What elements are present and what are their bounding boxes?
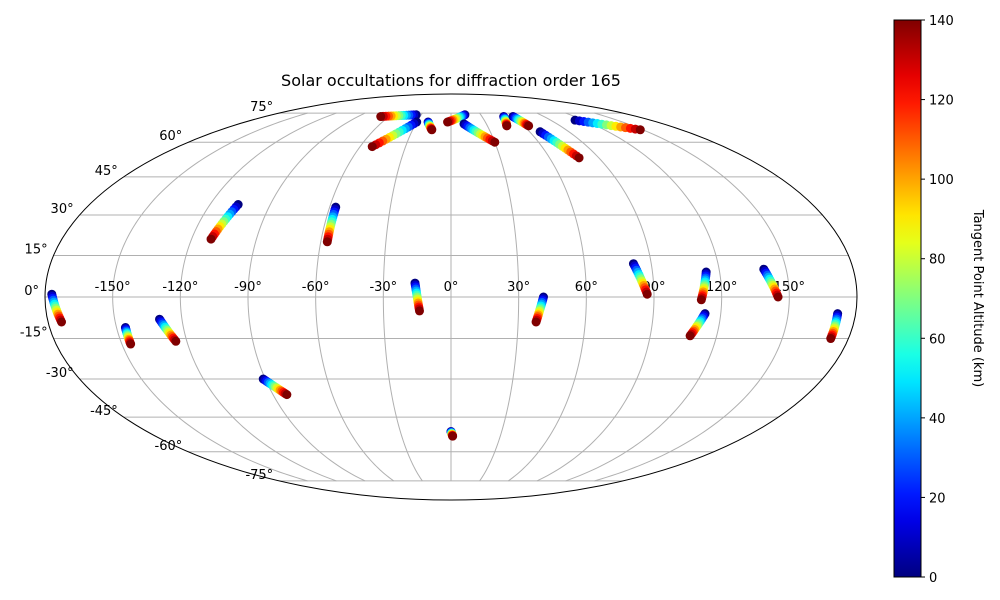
- chart-title: Solar occultations for diffraction order…: [281, 71, 621, 90]
- colorbar-tick-label: 20: [929, 491, 946, 506]
- colorbar-tick-label: 100: [929, 173, 954, 188]
- latitude-tick-label: 75°: [250, 100, 273, 115]
- latitude-tick-label: -30°: [46, 366, 74, 381]
- occultation-track: [322, 202, 341, 247]
- data-point: [773, 292, 783, 302]
- data-point: [57, 317, 67, 327]
- colorbar-gradient: [893, 19, 922, 578]
- occultation-track: [696, 267, 711, 305]
- occultation-track: [376, 110, 421, 122]
- latitude-tick-label: -15°: [20, 326, 48, 341]
- occultation-track: [446, 427, 458, 441]
- data-point: [642, 289, 652, 299]
- longitude-tick-label: -90°: [234, 280, 262, 295]
- data-point: [635, 125, 645, 135]
- data-point: [282, 390, 292, 400]
- data-point: [574, 153, 584, 163]
- map-boundary: [44, 93, 858, 501]
- data-point: [448, 431, 458, 441]
- occultation-points: [47, 110, 843, 441]
- colorbar-tick-label: 140: [929, 14, 954, 29]
- data-point: [443, 117, 453, 127]
- longitude-tick-label: 0°: [444, 280, 459, 295]
- occultation-track: [47, 289, 67, 327]
- occultation-track: [155, 314, 181, 346]
- data-point: [367, 142, 377, 152]
- data-point: [206, 234, 216, 244]
- latitude-tick-label: 0°: [24, 284, 39, 299]
- latitude-tick-label: 15°: [25, 242, 48, 257]
- colorbar-label: Tangent Point Altitude (km): [970, 209, 985, 387]
- data-point: [415, 306, 424, 316]
- occultation-track: [120, 323, 136, 349]
- data-point: [696, 295, 706, 305]
- occultation-track: [570, 115, 645, 135]
- occultation-track: [459, 119, 500, 147]
- longitude-tick-label: -150°: [95, 280, 131, 295]
- occultation-track: [367, 117, 422, 152]
- occultation-track: [535, 127, 584, 163]
- colorbar-tick-label: 0: [929, 571, 937, 586]
- data-point: [126, 339, 136, 349]
- occultation-track: [410, 278, 424, 316]
- colorbar-tick-label: 40: [929, 412, 946, 427]
- colorbar-tick-label: 120: [929, 94, 954, 109]
- data-point: [490, 137, 500, 147]
- latitude-tick-label: 30°: [51, 202, 74, 217]
- latitude-tick-label: 60°: [159, 129, 182, 144]
- longitude-tick-label: 150°: [774, 280, 805, 295]
- data-point: [502, 121, 512, 131]
- data-point: [685, 331, 695, 341]
- colorbar-tick-label: 60: [929, 332, 946, 347]
- latitude-tick-label: 45°: [95, 164, 118, 179]
- graticule: [45, 112, 857, 482]
- colorbar: 0 20 40 60 80 100 120 140 Tangent Point Altitude…: [893, 14, 985, 586]
- longitude-tick-label: 60°: [575, 280, 598, 295]
- data-point: [171, 336, 181, 346]
- data-point: [531, 317, 541, 327]
- occultation-track: [443, 110, 470, 127]
- longitude-tick-label: -30°: [369, 280, 397, 295]
- occultation-track: [508, 112, 534, 131]
- data-point: [524, 121, 534, 131]
- colorbar-tick-label: 80: [929, 253, 946, 268]
- occultation-track: [206, 200, 243, 244]
- longitude-tick-label: 30°: [507, 280, 530, 295]
- data-point: [322, 237, 332, 247]
- longitude-tick-label: -60°: [302, 280, 330, 295]
- occultation-track: [423, 117, 437, 135]
- occultation-track: [759, 264, 783, 302]
- latitude-tick-label: -60°: [155, 439, 183, 454]
- latitude-tick-label: -45°: [90, 404, 118, 419]
- longitude-tick-label: -120°: [162, 280, 198, 295]
- data-point: [376, 112, 386, 122]
- occultation-track: [531, 292, 548, 327]
- data-point: [427, 125, 437, 135]
- occultation-track: [499, 112, 512, 131]
- occultation-track: [826, 309, 843, 344]
- occultation-track: [685, 309, 710, 341]
- longitude-tick-label: 120°: [706, 280, 737, 295]
- latitude-tick-labels: -75° -60° -45° -30° -15° 0° 15° 30° 45° 60° 75°: [20, 100, 273, 483]
- latitude-tick-label: -75°: [245, 468, 273, 483]
- occultation-track: [628, 259, 652, 299]
- occultation-track: [258, 374, 292, 400]
- data-point: [826, 334, 836, 344]
